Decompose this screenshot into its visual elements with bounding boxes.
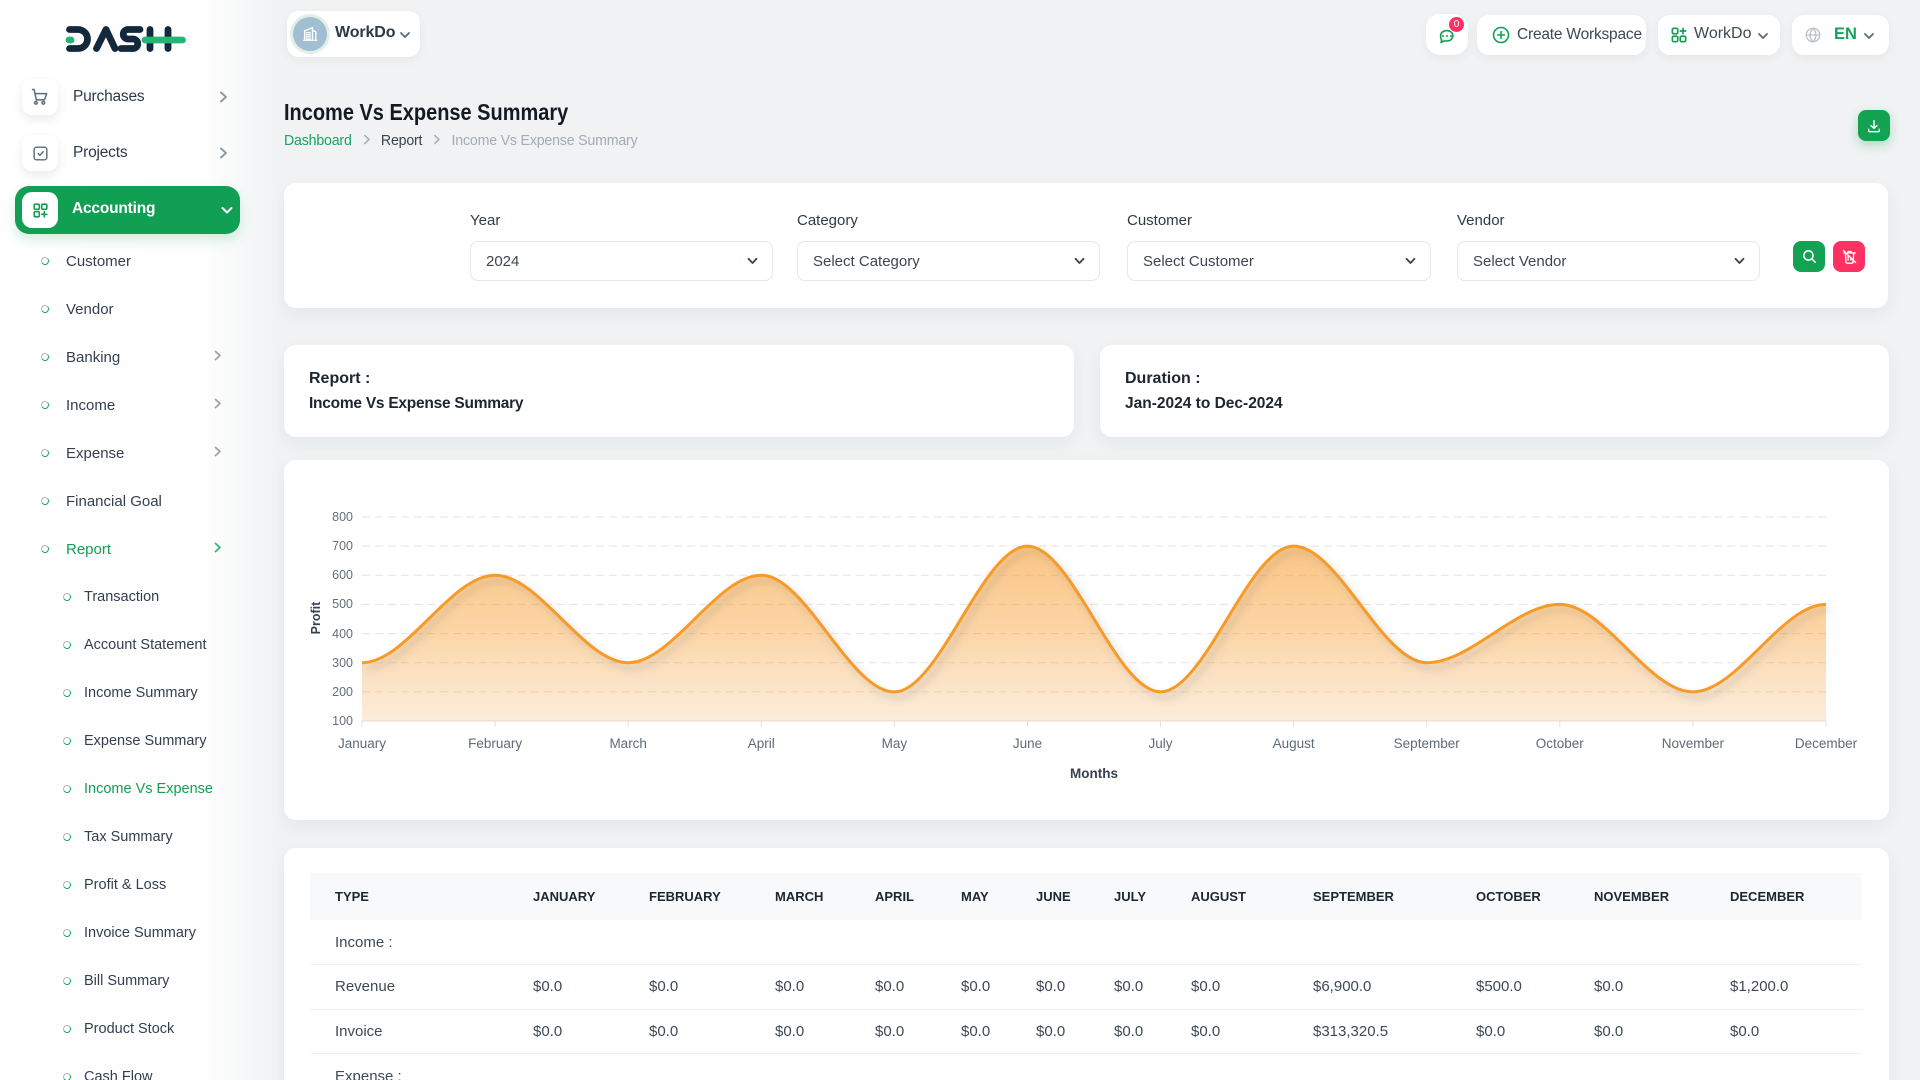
svg-text:800: 800: [332, 510, 353, 524]
svg-text:October: October: [1536, 736, 1585, 751]
svg-text:February: February: [468, 736, 522, 751]
svg-text:December: December: [1795, 736, 1858, 751]
svg-text:May: May: [882, 736, 908, 751]
svg-text:Months: Months: [1070, 766, 1118, 781]
svg-text:100: 100: [332, 714, 353, 728]
svg-text:June: June: [1013, 736, 1042, 751]
svg-text:March: March: [609, 736, 647, 751]
svg-text:Profit: Profit: [309, 601, 323, 634]
svg-text:200: 200: [332, 685, 353, 699]
svg-text:300: 300: [332, 656, 353, 670]
svg-text:January: January: [338, 736, 386, 751]
svg-text:400: 400: [332, 627, 353, 641]
svg-text:September: September: [1394, 736, 1461, 751]
svg-text:600: 600: [332, 568, 353, 582]
svg-text:August: August: [1273, 736, 1315, 751]
svg-text:500: 500: [332, 597, 353, 611]
svg-text:July: July: [1148, 736, 1172, 751]
svg-text:April: April: [748, 736, 775, 751]
svg-text:700: 700: [332, 539, 353, 553]
svg-text:November: November: [1662, 736, 1725, 751]
